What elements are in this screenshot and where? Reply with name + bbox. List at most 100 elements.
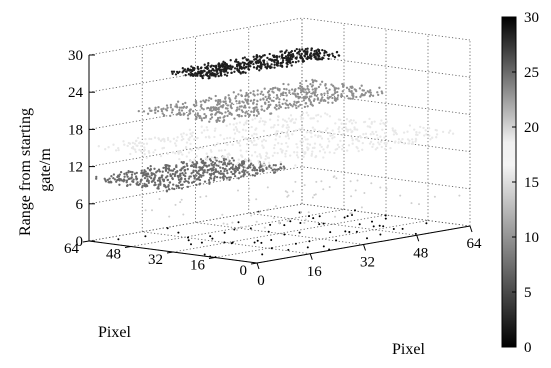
- data-point: [233, 117, 236, 120]
- data-point: [326, 92, 329, 95]
- data-point: [211, 67, 214, 71]
- data-point: [255, 106, 258, 109]
- data-point: [142, 173, 145, 176]
- data-point: [255, 127, 258, 130]
- data-point: [304, 218, 307, 221]
- data-point: [277, 142, 280, 145]
- data-point: [301, 59, 305, 63]
- data-point: [379, 135, 382, 138]
- data-point: [307, 211, 310, 214]
- data-point: [154, 148, 157, 152]
- data-point: [293, 151, 296, 154]
- data-point: [237, 164, 240, 167]
- data-point: [355, 230, 358, 233]
- data-point: [193, 158, 196, 161]
- data-point: [322, 148, 325, 151]
- data-point: [213, 135, 216, 139]
- data-point: [154, 106, 157, 109]
- x-tick-label: 48: [413, 245, 428, 261]
- data-point: [328, 140, 331, 143]
- data-point: [221, 155, 224, 159]
- data-point: [270, 247, 273, 250]
- data-point: [168, 215, 171, 218]
- data-point: [237, 60, 240, 64]
- data-point: [229, 59, 232, 62]
- data-point: [250, 125, 253, 129]
- data-point: [427, 127, 431, 130]
- data-point: [190, 172, 193, 175]
- data-point: [300, 56, 304, 59]
- data-point: [218, 102, 221, 106]
- data-point: [204, 66, 207, 69]
- data-point: [266, 63, 269, 66]
- data-point: [265, 166, 268, 169]
- data-point: [202, 116, 206, 120]
- data-point: [341, 144, 344, 147]
- data-point: [166, 152, 169, 155]
- data-point: [296, 156, 300, 159]
- data-point: [302, 96, 305, 99]
- data-point: [301, 140, 304, 143]
- data-point: [192, 174, 196, 177]
- data-point: [205, 126, 208, 129]
- data-point: [253, 139, 256, 142]
- data-point: [189, 132, 192, 135]
- data-point: [181, 102, 185, 106]
- data-point: [289, 154, 292, 157]
- data-point: [392, 133, 396, 136]
- data-point: [143, 182, 146, 186]
- data-point: [347, 144, 351, 147]
- data-point: [191, 66, 195, 70]
- colorbar-tick-label: 0: [524, 340, 532, 356]
- data-point: [306, 87, 309, 90]
- data-point: [302, 155, 305, 158]
- data-point: [173, 174, 177, 178]
- data-point: [273, 66, 276, 69]
- data-point: [284, 155, 287, 158]
- data-point: [397, 138, 401, 141]
- data-point: [304, 138, 307, 141]
- data-point: [224, 96, 227, 99]
- data-point: [238, 139, 242, 143]
- data-point: [290, 49, 294, 53]
- data-point: [225, 169, 229, 172]
- data-point: [238, 101, 241, 105]
- data-point: [287, 126, 290, 129]
- data-point: [331, 101, 334, 104]
- data-point: [171, 172, 175, 176]
- data-point: [317, 85, 321, 89]
- data-point: [226, 171, 229, 175]
- grid-line: [301, 17, 471, 41]
- data-point: [224, 111, 227, 114]
- grid-lines: [88, 17, 471, 264]
- data-point: [195, 116, 198, 119]
- data-point: [201, 146, 204, 150]
- data-point: [235, 122, 238, 125]
- data-point: [278, 55, 281, 58]
- data-point: [259, 67, 263, 70]
- data-point: [338, 130, 341, 133]
- data-point: [317, 113, 320, 117]
- data-point: [156, 187, 159, 190]
- data-point: [312, 80, 315, 83]
- data-point: [234, 97, 237, 100]
- data-point: [229, 64, 232, 67]
- data-point: [323, 92, 326, 95]
- data-point: [164, 163, 167, 167]
- data-point: [318, 143, 322, 146]
- data-point: [238, 171, 241, 175]
- data-point: [264, 95, 267, 99]
- data-point: [240, 94, 243, 97]
- data-point: [228, 100, 232, 103]
- data-point: [297, 87, 300, 90]
- data-point: [297, 105, 300, 108]
- data-point: [346, 149, 349, 152]
- data-point: [322, 245, 325, 248]
- data-point: [283, 224, 286, 227]
- data-point: [261, 144, 264, 147]
- data-point: [279, 64, 282, 67]
- data-point: [290, 64, 293, 67]
- data-point: [185, 155, 188, 158]
- data-point: [183, 180, 186, 183]
- data-point: [241, 155, 244, 158]
